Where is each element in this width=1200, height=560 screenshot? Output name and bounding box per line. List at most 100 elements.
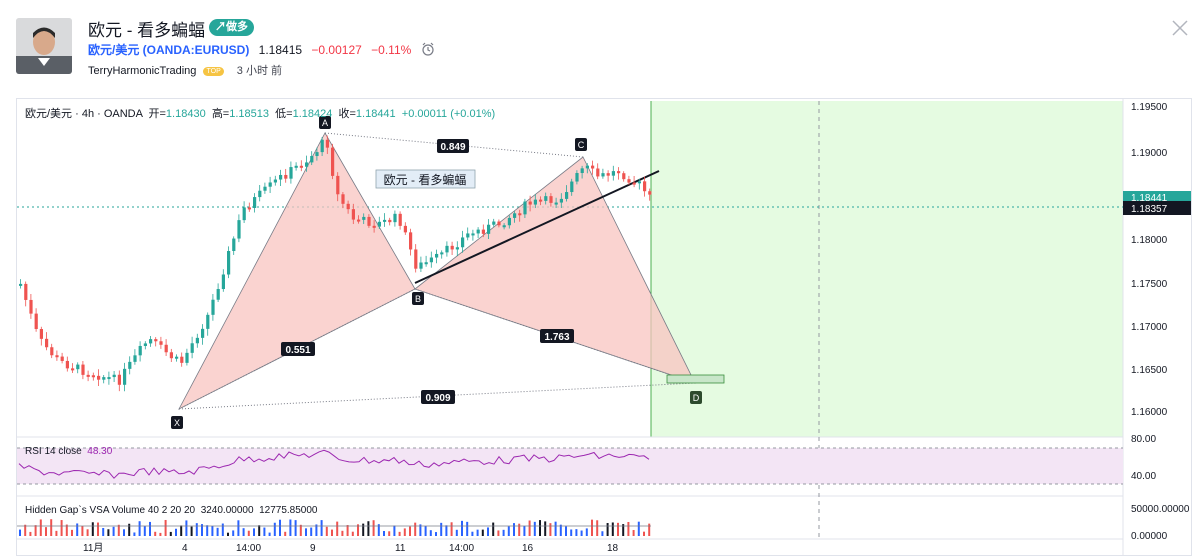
volume-bar bbox=[617, 522, 619, 536]
svg-text:1.18441: 1.18441 bbox=[1131, 193, 1168, 204]
alarm-clock-icon[interactable] bbox=[421, 42, 435, 59]
volume-bar bbox=[513, 523, 515, 536]
candle-body bbox=[523, 201, 527, 215]
candle-body bbox=[383, 219, 387, 222]
time-tick: 14:00 bbox=[449, 543, 474, 554]
price-tick: 1.19000 bbox=[1131, 148, 1168, 159]
author-name[interactable]: TerryHarmonicTrading bbox=[88, 65, 197, 77]
candle-body bbox=[263, 186, 267, 191]
volume-bar bbox=[76, 523, 79, 536]
candle-body bbox=[268, 182, 272, 187]
volume-bar bbox=[19, 529, 21, 536]
volume-bar bbox=[97, 522, 99, 536]
volume-bar bbox=[65, 524, 68, 536]
volume-bar bbox=[398, 531, 401, 536]
candle-body bbox=[502, 225, 506, 228]
candle-body bbox=[273, 179, 277, 183]
candle-body bbox=[487, 224, 491, 234]
svg-text:B: B bbox=[415, 294, 421, 304]
volume-bar bbox=[346, 525, 349, 536]
volume-bar bbox=[24, 524, 27, 536]
volume-bar bbox=[622, 524, 625, 536]
candle-body bbox=[138, 345, 142, 356]
volume-bar bbox=[284, 531, 287, 536]
svg-text:1.18357: 1.18357 bbox=[1131, 204, 1168, 215]
candle-body bbox=[39, 329, 43, 339]
volume-bar bbox=[611, 522, 614, 536]
candle-body bbox=[601, 173, 605, 177]
volume-bar bbox=[123, 529, 125, 536]
candle-body bbox=[393, 213, 397, 223]
volume-bar bbox=[648, 523, 651, 536]
price-tick: 1.17000 bbox=[1131, 322, 1168, 333]
candle-body bbox=[50, 347, 54, 356]
candle-body bbox=[284, 174, 288, 179]
candle-body bbox=[507, 217, 511, 226]
candle-body bbox=[169, 352, 173, 359]
point-label-a: A bbox=[319, 116, 331, 129]
candle-body bbox=[97, 375, 101, 380]
candle-body bbox=[455, 247, 459, 250]
point-label-d: D bbox=[690, 391, 702, 404]
volume-bar bbox=[206, 525, 209, 536]
trend-line[interactable] bbox=[414, 170, 660, 284]
point-label-x: X bbox=[171, 416, 183, 429]
volume-bar bbox=[117, 524, 120, 536]
volume-bar bbox=[559, 524, 562, 536]
volume-bar bbox=[414, 522, 417, 536]
chart-canvas[interactable]: A C B X D 0.849 0.551 1.763 0.909 欧元 - 看… bbox=[17, 99, 1191, 555]
candle-body bbox=[279, 174, 283, 180]
candle-body bbox=[617, 171, 621, 174]
close-icon[interactable] bbox=[1170, 18, 1190, 38]
volume-bar bbox=[502, 529, 505, 536]
volume-value-2: 12775.85000 bbox=[259, 505, 318, 516]
author-avatar[interactable] bbox=[16, 18, 72, 74]
candle-body bbox=[341, 194, 345, 204]
rsi-axis-top: 80.00 bbox=[1131, 434, 1156, 445]
volume-bar bbox=[632, 530, 635, 536]
candle-body bbox=[570, 181, 574, 193]
volume-bar bbox=[424, 526, 427, 536]
volume-bar bbox=[195, 523, 198, 536]
price-tick: 1.16000 bbox=[1131, 407, 1168, 418]
candle-body bbox=[419, 262, 423, 269]
volume-bar bbox=[34, 525, 37, 536]
point-label-c: C bbox=[575, 138, 587, 151]
candle-body bbox=[372, 225, 376, 228]
candle-body bbox=[195, 337, 199, 344]
svg-text:A: A bbox=[322, 118, 328, 128]
candle-body bbox=[429, 257, 433, 263]
candle-body bbox=[253, 197, 257, 208]
candle-body bbox=[461, 237, 465, 248]
volume-bar bbox=[466, 521, 469, 536]
candlestick-series bbox=[19, 135, 652, 392]
candle-body bbox=[143, 343, 147, 346]
volume-bar bbox=[336, 521, 339, 536]
legend-symbol[interactable]: 欧元/美元 · 4h · OANDA bbox=[25, 108, 143, 120]
volume-bar bbox=[393, 525, 396, 536]
volume-bar bbox=[351, 531, 354, 536]
volume-bar bbox=[435, 532, 437, 536]
volume-bar bbox=[544, 521, 547, 536]
volume-bar bbox=[201, 524, 203, 536]
published-time: 3 小时 前 bbox=[236, 65, 283, 77]
volume-bar bbox=[637, 521, 640, 536]
current-price-badge: 1.18357 bbox=[1123, 201, 1191, 215]
candle-body bbox=[128, 361, 132, 369]
volume-bar bbox=[164, 519, 167, 536]
volume-bar bbox=[325, 526, 328, 536]
candle-body bbox=[216, 289, 220, 300]
time-tick: 18 bbox=[607, 543, 619, 554]
svg-text:X: X bbox=[174, 418, 180, 428]
legend-low: 1.18424 bbox=[292, 108, 333, 120]
candle-body bbox=[117, 374, 121, 385]
symbol-link[interactable]: 欧元/美元 (OANDA:EURUSD) bbox=[88, 43, 250, 57]
chart-area[interactable]: A C B X D 0.849 0.551 1.763 0.909 欧元 - 看… bbox=[16, 98, 1192, 556]
volume-bar bbox=[159, 532, 162, 536]
legend-change: +0.00011 (+0.01%) bbox=[401, 108, 496, 120]
candle-body bbox=[24, 283, 28, 300]
candle-body bbox=[180, 356, 184, 363]
candle-body bbox=[175, 356, 179, 359]
svg-text:D: D bbox=[693, 393, 700, 403]
candle-body bbox=[554, 202, 558, 205]
